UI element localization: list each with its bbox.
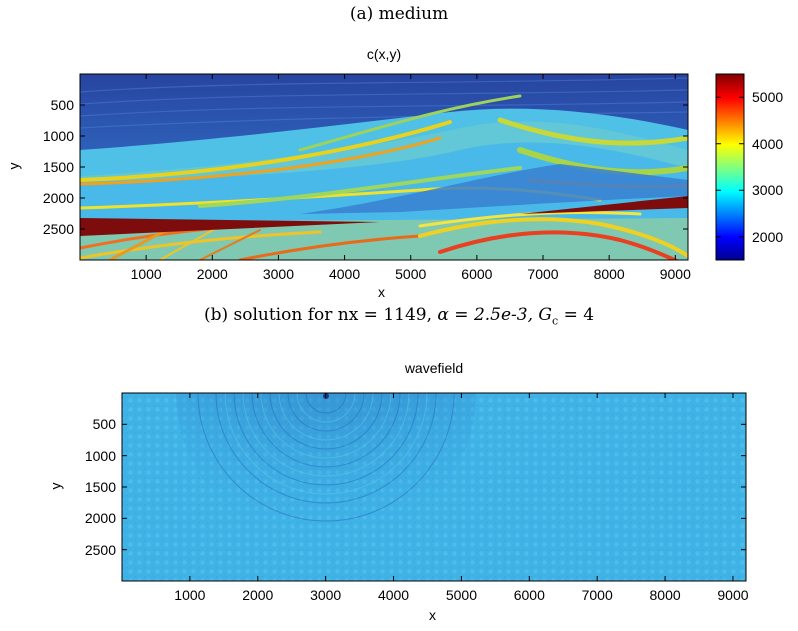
colorbar-tick-label: 3000 <box>752 182 784 199</box>
colorbar-tick-label: 5000 <box>752 89 784 106</box>
wavefield-xtick-label: 9000 <box>717 587 749 603</box>
medium-xtick-label: 6000 <box>461 266 493 282</box>
wavefield-xtick-label: 4000 <box>377 587 410 603</box>
wavefield-xtick-label: 1000 <box>174 587 206 603</box>
salt-wedge-left <box>80 218 380 236</box>
caption-a: (a) medium <box>349 4 449 24</box>
wavefield-xtick-label: 2000 <box>242 587 274 603</box>
wavefield-xtick-label: 3000 <box>310 587 342 603</box>
wavefield-xtick-label: 6000 <box>513 587 545 603</box>
wavefield-ytick-label: 2500 <box>84 541 116 558</box>
caption-b-sub: c <box>552 314 559 328</box>
medium-xtick-label: 7000 <box>527 266 559 282</box>
medium-ytick-label: 1000 <box>42 128 74 144</box>
caption-b-rest: = 4 <box>558 305 595 325</box>
medium-xlabel: x <box>378 284 385 300</box>
medium-ylabel: y <box>5 162 22 170</box>
wavefield-heatmap <box>122 393 746 581</box>
colorbar-tick-label: 4000 <box>752 135 784 152</box>
wavefield-plot-title: wavefield <box>404 360 464 376</box>
wavefield-ytick-label: 2000 <box>84 510 116 527</box>
wavefield-ylabel: y <box>47 482 64 490</box>
medium-xtick-label: 2000 <box>196 266 228 282</box>
medium-ytick-label: 2000 <box>42 190 74 206</box>
medium-xtick-label: 3000 <box>262 266 294 282</box>
wavefield-xlabel: x <box>429 607 436 623</box>
colorbar-tick-label: 2000 <box>752 228 784 245</box>
medium-ytick-label: 2500 <box>42 221 74 237</box>
wavefield-xtick-label: 8000 <box>649 587 681 603</box>
caption-b-g: G <box>538 305 553 325</box>
medium-xtick-label: 1000 <box>130 266 162 282</box>
wavefield-ytick-label: 1500 <box>84 479 116 495</box>
medium-heatmap <box>80 74 688 260</box>
medium-plot-title: c(x,y) <box>366 46 402 62</box>
medium-xtick-label: 4000 <box>328 266 361 282</box>
medium-ytick-label: 1500 <box>42 159 74 175</box>
caption-b-alpha: α = 2.5e-3, <box>437 305 534 325</box>
medium-xtick-label: 8000 <box>593 266 625 282</box>
caption-b-lead: (b) solution for nx = 1149, <box>203 305 433 325</box>
medium-ytick-label: 500 <box>50 97 74 113</box>
wavefield-ytick-label: 500 <box>92 416 116 433</box>
medium-xtick-label: 5000 <box>395 266 427 282</box>
wavefield-ytick-label: 1000 <box>84 447 116 464</box>
medium-xtick-label: 9000 <box>659 266 691 282</box>
wavefield-xtick-label: 7000 <box>581 587 613 603</box>
colorbar-frame <box>715 73 745 261</box>
salt-wedge-right <box>520 196 688 214</box>
caption-b: (b) solution for nx = 1149, α = 2.5e-3, … <box>0 305 798 327</box>
tick-marks <box>80 74 746 581</box>
colorbar-gradient <box>716 74 744 260</box>
wavefield-xtick-label: 5000 <box>445 587 477 603</box>
